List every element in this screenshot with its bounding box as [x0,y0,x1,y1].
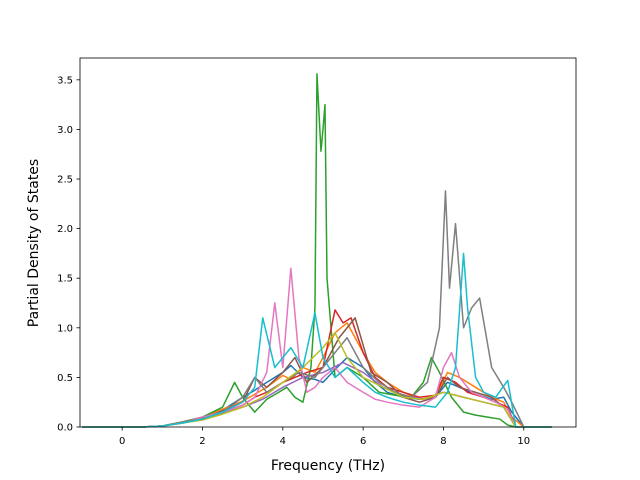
y-tick-label: 0.0 [57,423,73,434]
series-line-7 [82,267,552,428]
y-axis-ticks: 0.0 0.5 1.0 1.5 2.0 2.5 3.0 3.5 [57,75,80,434]
y-tick-label: 3.5 [57,75,73,86]
series-layer [82,73,552,428]
x-tick-label: 4 [280,436,286,447]
y-tick-label: 2.0 [57,224,73,235]
y-tick-label: 1.0 [57,323,73,334]
x-tick-label: 8 [440,436,446,447]
plot-frame [79,57,577,428]
y-axis-label: Partial Density of States [26,159,42,327]
x-axis-ticks: 0 2 4 6 8 10 [119,427,530,447]
series-line-3 [82,73,552,428]
x-tick-label: 2 [199,436,205,447]
series-line-10 [82,252,552,428]
x-tick-label: 10 [517,436,530,447]
y-tick-label: 0.5 [57,373,73,384]
y-tick-label: 3.0 [57,125,73,136]
x-axis-label: Frequency (THz) [271,458,385,474]
x-tick-label: 0 [119,436,125,447]
y-tick-label: 1.5 [57,274,73,285]
x-tick-label: 6 [360,436,366,447]
y-tick-label: 2.5 [57,175,73,186]
